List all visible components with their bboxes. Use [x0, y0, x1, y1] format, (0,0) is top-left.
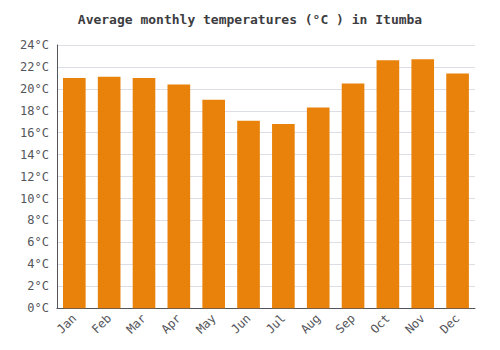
svg-text:24°C: 24°C	[20, 38, 49, 52]
svg-text:May: May	[193, 311, 218, 336]
svg-text:14°C: 14°C	[20, 148, 49, 162]
svg-text:Feb: Feb	[89, 311, 114, 336]
svg-text:Jun: Jun	[228, 311, 253, 336]
svg-text:0°C: 0°C	[27, 301, 49, 315]
svg-text:20°C: 20°C	[20, 82, 49, 96]
svg-text:Average monthly temperatures (: Average monthly temperatures (°C ) in It…	[78, 12, 423, 27]
svg-text:Apr: Apr	[159, 311, 184, 336]
svg-text:16°C: 16°C	[20, 126, 49, 140]
svg-text:Jan: Jan	[54, 311, 79, 336]
svg-text:8°C: 8°C	[27, 213, 49, 227]
svg-text:18°C: 18°C	[20, 104, 49, 118]
svg-text:Dec: Dec	[437, 311, 462, 336]
svg-text:Aug: Aug	[298, 311, 323, 336]
svg-text:22°C: 22°C	[20, 60, 49, 74]
svg-text:4°C: 4°C	[27, 257, 49, 271]
svg-text:Mar: Mar	[124, 311, 149, 336]
svg-text:6°C: 6°C	[27, 235, 49, 249]
svg-text:Oct: Oct	[368, 311, 393, 336]
svg-text:2°C: 2°C	[27, 279, 49, 293]
svg-text:Jul: Jul	[263, 311, 288, 336]
svg-text:Nov: Nov	[402, 311, 427, 336]
svg-text:10°C: 10°C	[20, 192, 49, 206]
svg-text:Sep: Sep	[333, 311, 358, 336]
svg-text:12°C: 12°C	[20, 170, 49, 184]
